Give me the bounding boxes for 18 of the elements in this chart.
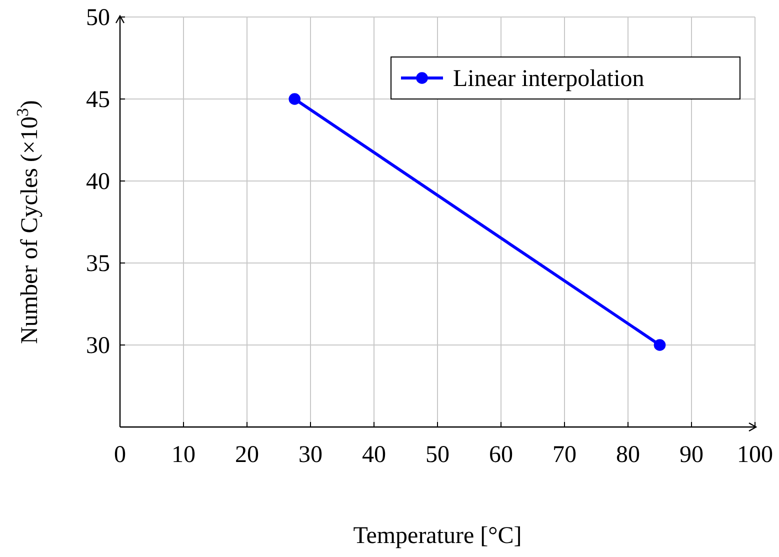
x-tick-label: 0: [114, 442, 126, 468]
y-tick-label: 40: [86, 169, 110, 195]
x-tick-label: 100: [737, 442, 773, 468]
x-tick-label: 50: [426, 442, 450, 468]
x-tick-label: 10: [172, 442, 196, 468]
x-tick-label: 90: [680, 442, 704, 468]
x-tick-label: 70: [552, 442, 576, 468]
x-tick-label: 20: [235, 442, 259, 468]
x-axis-title: Temperature [°C]: [353, 523, 522, 549]
x-tick-label: 80: [616, 442, 640, 468]
y-tick-label: 30: [86, 333, 110, 359]
x-tick-label: 30: [298, 442, 322, 468]
x-tick-label: 60: [489, 442, 513, 468]
x-tick-label: 40: [362, 442, 386, 468]
y-tick-label: 35: [86, 251, 110, 277]
y-tick-label: 50: [86, 5, 110, 31]
legend-label: Linear interpolation: [453, 66, 644, 92]
y-tick-label: 45: [86, 87, 110, 113]
